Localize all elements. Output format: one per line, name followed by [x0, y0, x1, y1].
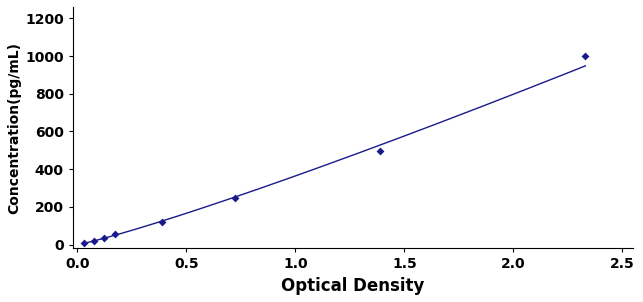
Point: [376, 149, 386, 154]
Y-axis label: Concentration(pg/mL): Concentration(pg/mL): [7, 42, 21, 214]
Point: [89, 239, 99, 243]
Point: [79, 241, 89, 246]
Point: [230, 196, 240, 201]
Point: [580, 53, 590, 58]
Point: [157, 220, 167, 224]
X-axis label: Optical Density: Optical Density: [282, 277, 425, 295]
Point: [99, 235, 109, 240]
Point: [110, 232, 120, 237]
